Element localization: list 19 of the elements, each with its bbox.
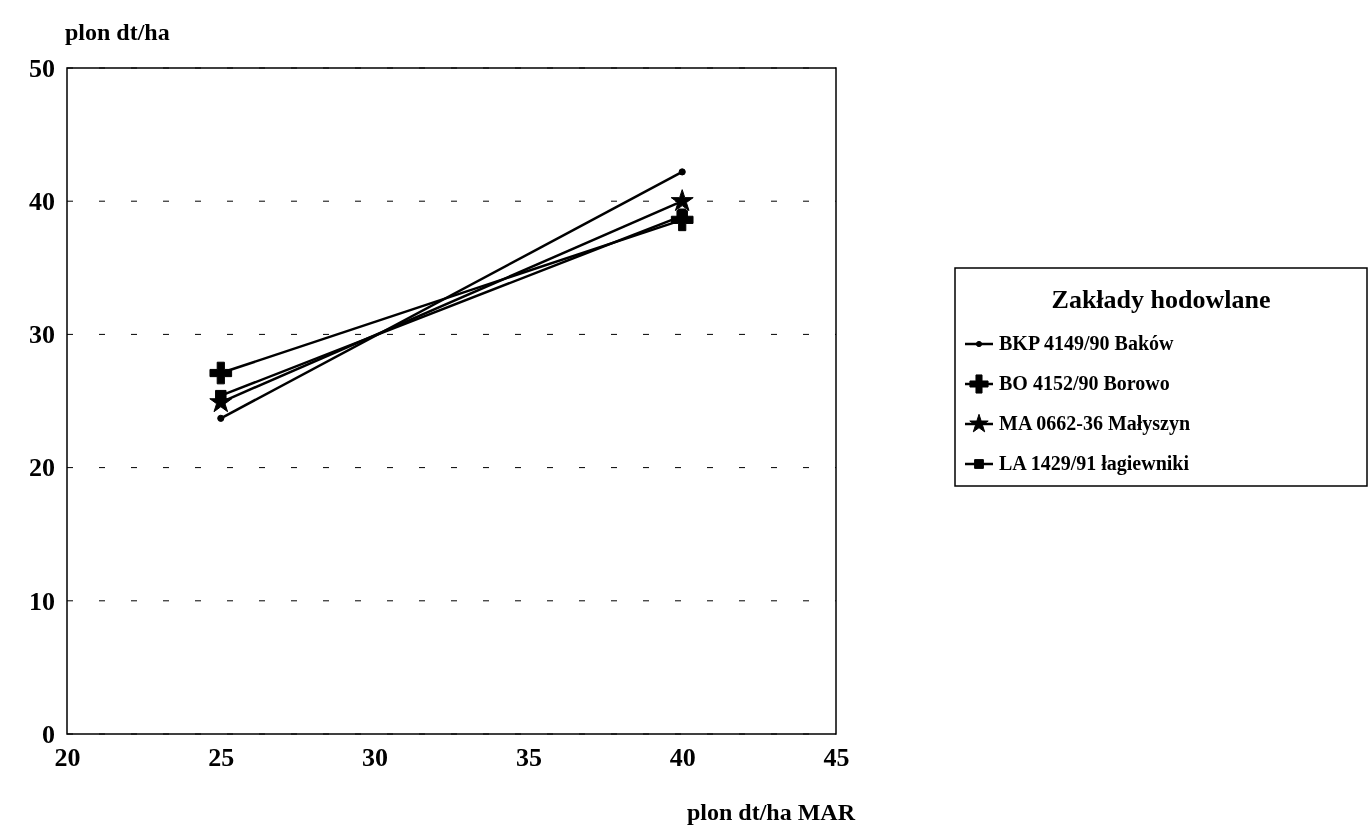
- x-tick-label: 40: [669, 743, 696, 773]
- legend-label: MA 0662-36 Małyszyn: [999, 412, 1191, 435]
- x-tick-label: 20: [54, 743, 81, 773]
- y-tick-label: 0: [42, 719, 55, 749]
- legend-label: BKP 4149/90 Baków: [999, 332, 1175, 354]
- x-axis-title: plon dt/ha MAR: [686, 799, 856, 825]
- y-tick-label: 50: [29, 53, 55, 83]
- y-tick-label: 10: [29, 586, 55, 616]
- legend-label: BO 4152/90 Borowo: [999, 372, 1170, 394]
- y-tick-label: 20: [29, 453, 55, 483]
- legend-label: LA 1429/91 łagiewniki: [999, 452, 1190, 475]
- y-tick-label: 40: [29, 187, 55, 217]
- x-tick-label: 45: [823, 743, 850, 773]
- x-tick-label: 30: [362, 743, 389, 773]
- legend-title: Zakłady hodowlane: [1051, 285, 1271, 314]
- x-tick-label: 35: [515, 743, 542, 773]
- y-tick-label: 30: [29, 320, 55, 350]
- x-tick-label: 25: [208, 743, 235, 773]
- y-axis-title: plon dt/ha: [65, 19, 170, 45]
